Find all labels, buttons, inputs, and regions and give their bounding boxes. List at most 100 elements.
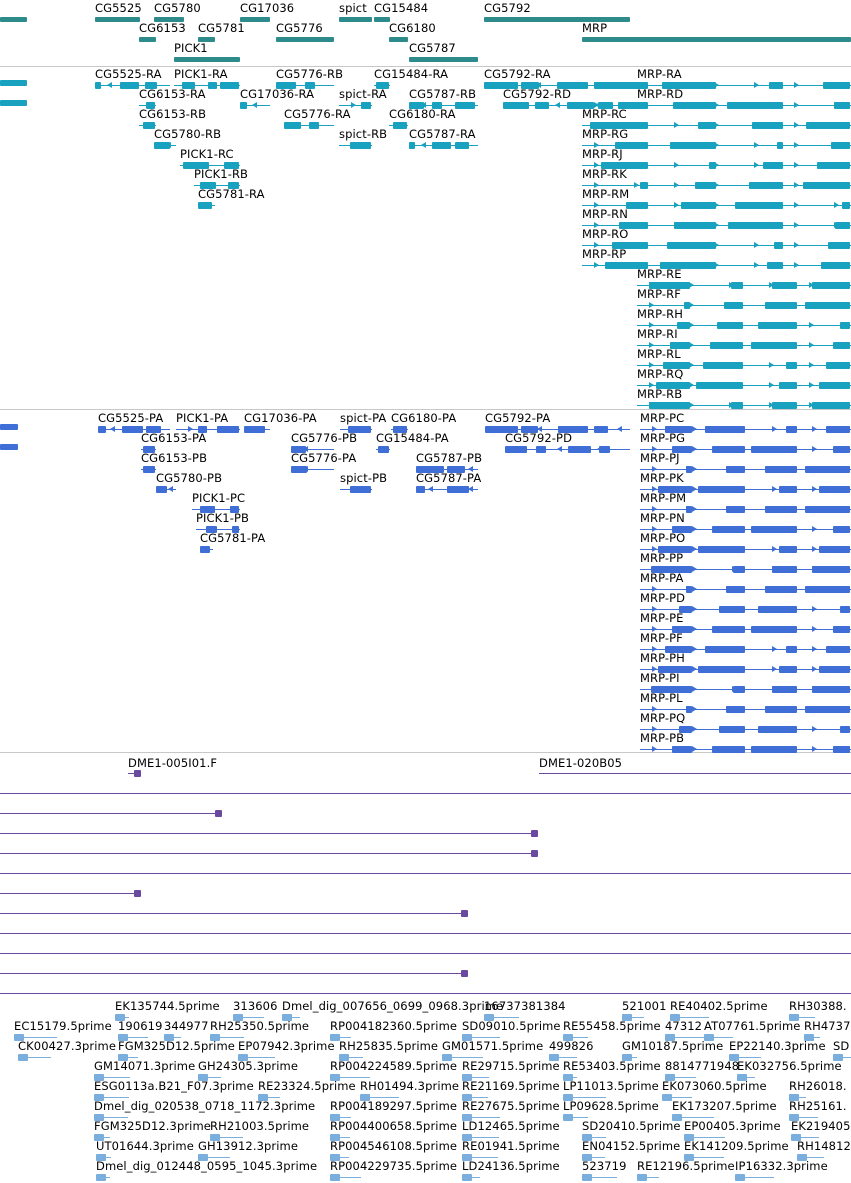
feature-glyph[interactable]: [192, 504, 240, 515]
feature-glyph[interactable]: [637, 360, 851, 371]
feature-glyph[interactable]: [240, 100, 270, 111]
gene-bar[interactable]: [582, 37, 851, 42]
est-glyph[interactable]: [96, 1172, 110, 1183]
feature-glyph[interactable]: [154, 140, 176, 151]
cdna-alignment[interactable]: [0, 873, 851, 874]
est-glyph[interactable]: [672, 1112, 714, 1123]
feature-glyph[interactable]: [582, 240, 851, 251]
feature-glyph[interactable]: [637, 340, 851, 351]
feature-glyph[interactable]: [416, 484, 478, 495]
feature-glyph[interactable]: [389, 120, 408, 131]
feature-glyph[interactable]: [409, 100, 478, 111]
est-glyph[interactable]: [563, 1112, 588, 1123]
gene-bar[interactable]: [139, 37, 156, 42]
est-glyph[interactable]: [210, 1132, 243, 1143]
cdna-alignment[interactable]: [0, 830, 538, 837]
feature-glyph[interactable]: [640, 604, 851, 615]
est-glyph[interactable]: [797, 1152, 824, 1163]
est-glyph[interactable]: [684, 1152, 724, 1163]
est-glyph[interactable]: [582, 1132, 606, 1143]
feature-glyph[interactable]: [640, 564, 851, 575]
gene-bar[interactable]: [484, 17, 630, 22]
est-glyph[interactable]: [563, 1092, 606, 1103]
feature-glyph[interactable]: [582, 180, 851, 191]
cdna-alignment[interactable]: [0, 910, 468, 917]
est-glyph[interactable]: [665, 1072, 696, 1083]
est-glyph[interactable]: [94, 1112, 128, 1123]
est-glyph[interactable]: [442, 1052, 483, 1063]
feature-glyph[interactable]: [582, 160, 851, 171]
est-glyph[interactable]: [622, 1052, 637, 1063]
feature-glyph[interactable]: [339, 140, 372, 151]
feature-glyph[interactable]: [637, 320, 851, 331]
gene-bar[interactable]: [409, 57, 478, 62]
feature-glyph[interactable]: [582, 120, 851, 131]
feature-glyph[interactable]: [409, 140, 478, 151]
cdna-alignment[interactable]: [0, 970, 468, 977]
est-glyph[interactable]: [14, 1032, 57, 1043]
est-glyph[interactable]: [684, 1132, 725, 1143]
gene-bar[interactable]: [154, 17, 184, 22]
feature-glyph[interactable]: [339, 100, 372, 111]
est-glyph[interactable]: [704, 1032, 733, 1043]
est-glyph[interactable]: [164, 1032, 181, 1043]
cdna-alignment[interactable]: [0, 933, 851, 934]
cdna-alignment[interactable]: [0, 953, 851, 954]
est-glyph[interactable]: [330, 1132, 350, 1143]
feature-glyph[interactable]: [141, 444, 156, 455]
est-glyph[interactable]: [791, 1132, 819, 1143]
est-glyph[interactable]: [582, 1172, 617, 1183]
est-glyph[interactable]: [549, 1052, 577, 1063]
transcript-stub[interactable]: [0, 100, 27, 106]
feature-glyph[interactable]: [640, 444, 851, 455]
feature-glyph[interactable]: [640, 644, 851, 655]
feature-glyph[interactable]: [340, 424, 372, 435]
est-glyph[interactable]: [339, 1052, 363, 1063]
est-glyph[interactable]: [462, 1172, 480, 1183]
est-glyph[interactable]: [622, 1012, 644, 1023]
est-glyph[interactable]: [360, 1092, 399, 1103]
est-glyph[interactable]: [118, 1052, 138, 1063]
feature-glyph[interactable]: [291, 444, 334, 455]
feature-glyph[interactable]: [640, 544, 851, 555]
est-glyph[interactable]: [563, 1072, 577, 1083]
est-glyph[interactable]: [94, 1092, 129, 1103]
cdna-alignment[interactable]: [0, 810, 222, 817]
cdna-alignment[interactable]: [0, 850, 538, 857]
gene-bar[interactable]: [0, 17, 27, 22]
est-glyph[interactable]: [670, 1012, 709, 1023]
feature-glyph[interactable]: [640, 724, 851, 735]
cdna-alignment[interactable]: [539, 773, 851, 774]
est-glyph[interactable]: [789, 1012, 815, 1023]
est-glyph[interactable]: [330, 1152, 349, 1163]
feature-glyph[interactable]: [640, 624, 851, 635]
gene-bar[interactable]: [198, 37, 215, 42]
feature-glyph[interactable]: [640, 584, 851, 595]
gene-bar[interactable]: [174, 57, 240, 62]
est-glyph[interactable]: [662, 1092, 692, 1103]
est-glyph[interactable]: [804, 1032, 820, 1043]
feature-glyph[interactable]: [640, 484, 851, 495]
gene-bar[interactable]: [240, 17, 270, 22]
feature-glyph[interactable]: [200, 544, 213, 555]
cdna-alignment[interactable]: [0, 993, 851, 994]
cdna-alignment[interactable]: [0, 793, 851, 794]
cdna-alignment[interactable]: [128, 770, 141, 777]
feature-glyph[interactable]: [180, 160, 240, 171]
est-glyph[interactable]: [330, 1112, 351, 1123]
feature-glyph[interactable]: [196, 524, 240, 535]
gene-bar[interactable]: [339, 17, 372, 22]
est-glyph[interactable]: [330, 1172, 361, 1183]
est-glyph[interactable]: [637, 1172, 659, 1183]
feature-glyph[interactable]: [139, 120, 156, 131]
feature-glyph[interactable]: [640, 424, 851, 435]
feature-glyph[interactable]: [637, 380, 851, 391]
feature-glyph[interactable]: [376, 444, 390, 455]
est-glyph[interactable]: [462, 1092, 488, 1103]
cdna-alignment[interactable]: [0, 890, 141, 897]
feature-glyph[interactable]: [640, 524, 851, 535]
feature-glyph[interactable]: [582, 200, 851, 211]
est-glyph[interactable]: [94, 1072, 130, 1083]
est-glyph[interactable]: [96, 1152, 111, 1163]
est-glyph[interactable]: [198, 1152, 230, 1163]
